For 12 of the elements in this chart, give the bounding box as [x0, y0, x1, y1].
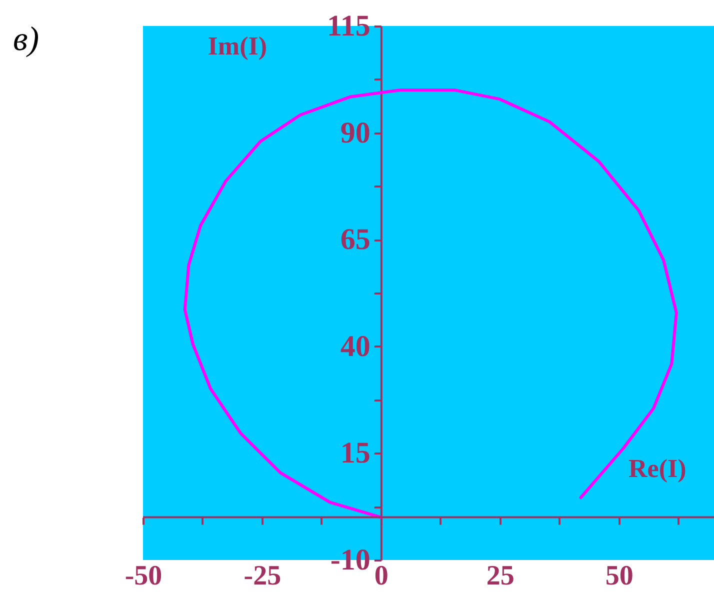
y-axis-title: Im(I): [208, 32, 268, 60]
y-tick-label: 90: [340, 116, 370, 150]
x-axis-title: Re(I): [628, 454, 686, 484]
chart-title: в): [13, 21, 40, 58]
x-tick-label: 0: [374, 560, 388, 592]
y-tick-label: 65: [340, 223, 370, 256]
y-tick-label: 40: [340, 330, 370, 363]
x-tick-label: -50: [124, 560, 162, 592]
x-tick-label: 25: [486, 560, 514, 592]
y-tick-label: 15: [340, 436, 370, 470]
x-tick-label: -25: [244, 560, 282, 592]
x-tick-label: 50: [605, 560, 634, 592]
